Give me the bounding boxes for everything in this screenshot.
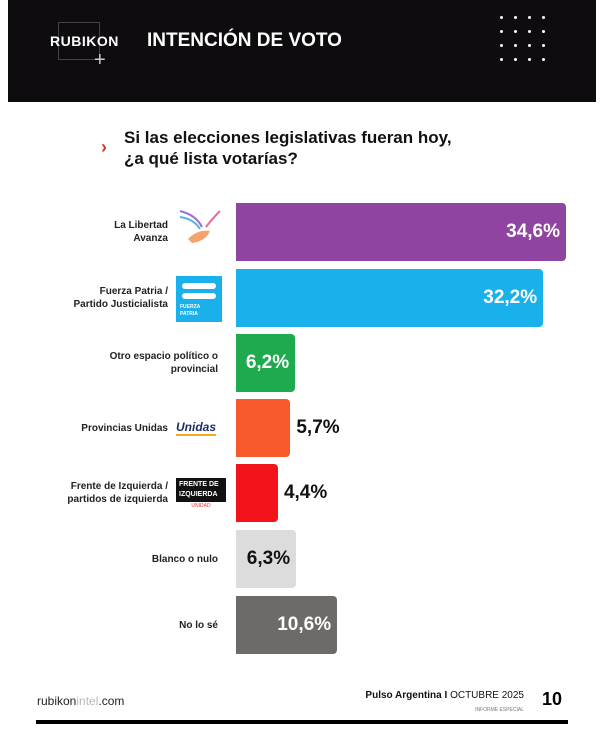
dot	[514, 44, 517, 47]
dot	[500, 30, 503, 33]
data-label-frente-izquierda: 4,4%	[283, 482, 328, 503]
footer-subtitle: INFORME ESPECIAL	[475, 707, 524, 713]
category-label-fuerza-patria: Fuerza Patria / Partido Justicialista	[73, 286, 168, 310]
fuerza-patria-logo-icon: FUERZA PATRIA	[176, 276, 222, 322]
dot-grid-icon	[500, 16, 556, 72]
footer-report: Pulso Argentina I OCTUBRE 2025	[365, 690, 524, 701]
chart-title: Si las elecciones legislativas fueran ho…	[124, 128, 452, 168]
plus-icon: +	[94, 49, 106, 71]
data-label-provincias-unidas: 5,7%	[296, 417, 340, 438]
bar-otro-espacio	[236, 334, 296, 392]
bar-la-libertad-avanza	[236, 203, 566, 261]
dot	[514, 58, 517, 61]
dot	[542, 16, 545, 19]
data-label-blanco-nulo: 6,3%	[246, 548, 291, 569]
bar-provincias-unidas	[236, 399, 291, 457]
data-label-no-lo-se: 10,6%	[277, 614, 332, 635]
dot	[528, 30, 531, 33]
data-label-fuerza-patria: 32,2%	[483, 287, 538, 308]
category-label-la-libertad-avanza: La Libertad Avanza	[114, 220, 168, 244]
page-title: INTENCIÓN DE VOTO	[147, 30, 342, 51]
category-label-no-lo-se: No lo sé	[179, 619, 218, 631]
dot	[542, 58, 545, 61]
chevron-right-icon: ›	[101, 137, 107, 157]
dot	[528, 44, 531, 47]
bar-no-lo-se	[236, 596, 338, 654]
dot	[542, 30, 545, 33]
logo-box	[58, 22, 100, 60]
dot	[500, 44, 503, 47]
dot	[500, 16, 503, 19]
category-label-frente-izquierda: Frente de Izquierda / partidos de izquier…	[67, 481, 168, 505]
category-label-provincias-unidas: Provincias Unidas	[81, 422, 168, 434]
provincias-unidas-logo-icon: Unidas	[176, 420, 217, 436]
dot	[528, 16, 531, 19]
footer-rule	[36, 720, 568, 724]
data-label-la-libertad-avanza: 34,6%	[506, 221, 560, 242]
bar-blanco-nulo	[236, 530, 297, 588]
bar-fuerza-patria	[236, 269, 544, 327]
category-label-otro-espacio: Otro espacio político o provincial	[109, 351, 218, 375]
dot	[528, 58, 531, 61]
data-label-otro-espacio: 6,2%	[245, 352, 290, 373]
page-number: 10	[542, 689, 563, 709]
header-banner: RUBIKON + INTENCIÓN DE VOTO	[8, 0, 596, 102]
brand-logo: RUBIKON	[50, 33, 119, 49]
la-libertad-avanza-logo-icon	[176, 205, 222, 254]
dot	[514, 30, 517, 33]
footer-url: rubikonintel.com	[37, 694, 125, 708]
bar-frente-izquierda	[236, 464, 278, 522]
dot	[514, 16, 517, 19]
dot	[542, 44, 545, 47]
dot	[500, 58, 503, 61]
category-label-blanco-nulo: Blanco o nulo	[151, 553, 218, 565]
frente-izquierda-logo-icon: FRENTE DE IZQUIERDA UNIDAD	[176, 478, 226, 510]
